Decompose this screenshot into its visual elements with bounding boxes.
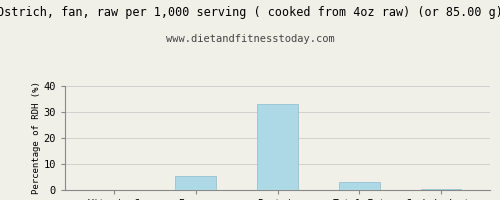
Text: www.dietandfitnesstoday.com: www.dietandfitnesstoday.com (166, 34, 334, 44)
Text: Ostrich, fan, raw per 1,000 serving ( cooked from 4oz raw) (or 85.00 g): Ostrich, fan, raw per 1,000 serving ( co… (0, 6, 500, 19)
Bar (257, 104, 298, 190)
Bar (176, 176, 216, 190)
Bar (339, 182, 380, 190)
Y-axis label: Percentage of RDH (%): Percentage of RDH (%) (32, 82, 40, 194)
Bar (420, 189, 462, 190)
